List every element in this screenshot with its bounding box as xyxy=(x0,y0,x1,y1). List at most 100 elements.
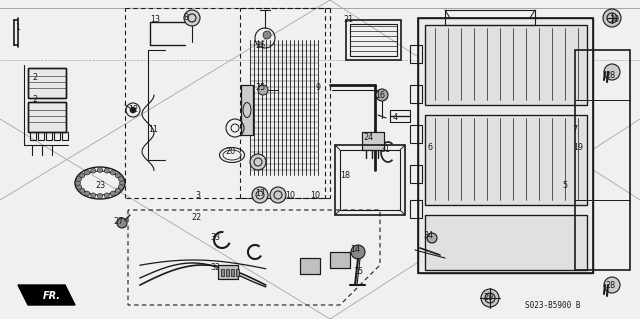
Circle shape xyxy=(115,173,120,178)
Text: 13: 13 xyxy=(150,16,160,25)
Circle shape xyxy=(604,64,620,80)
Bar xyxy=(28,102,66,132)
Polygon shape xyxy=(18,285,75,305)
Circle shape xyxy=(427,233,437,243)
Text: FR.: FR. xyxy=(43,291,61,301)
Circle shape xyxy=(76,181,81,186)
Bar xyxy=(330,252,350,268)
Circle shape xyxy=(263,31,271,39)
Circle shape xyxy=(80,188,84,193)
Circle shape xyxy=(115,188,120,193)
Bar xyxy=(300,258,320,274)
Text: 1: 1 xyxy=(15,24,20,33)
Text: 4: 4 xyxy=(392,114,397,122)
Circle shape xyxy=(376,89,388,101)
Bar xyxy=(425,25,587,105)
Circle shape xyxy=(77,176,81,182)
Text: 22: 22 xyxy=(191,213,201,222)
Bar xyxy=(410,125,422,143)
Text: 8: 8 xyxy=(184,13,189,23)
Bar xyxy=(425,115,587,205)
Text: 30: 30 xyxy=(609,16,619,25)
Circle shape xyxy=(117,218,127,228)
Bar xyxy=(425,115,587,205)
Bar xyxy=(410,165,422,183)
Bar xyxy=(418,18,593,273)
Text: 33: 33 xyxy=(210,234,220,242)
Circle shape xyxy=(270,187,286,203)
Circle shape xyxy=(91,168,96,173)
Circle shape xyxy=(130,107,136,113)
Circle shape xyxy=(604,277,620,293)
Circle shape xyxy=(111,191,115,196)
Circle shape xyxy=(84,170,90,175)
Text: 24: 24 xyxy=(363,133,373,143)
Bar xyxy=(241,85,253,135)
Circle shape xyxy=(120,181,125,186)
Bar xyxy=(226,269,229,276)
Text: 31: 31 xyxy=(380,145,390,154)
Circle shape xyxy=(252,187,268,203)
Circle shape xyxy=(603,9,621,27)
Circle shape xyxy=(104,168,109,173)
Text: 32: 32 xyxy=(210,263,220,272)
Bar xyxy=(300,258,320,274)
Text: 27: 27 xyxy=(113,218,123,226)
Bar xyxy=(445,10,535,25)
Bar xyxy=(362,132,384,150)
Bar xyxy=(241,85,253,135)
Text: 28: 28 xyxy=(605,70,615,79)
Circle shape xyxy=(184,10,200,26)
Bar xyxy=(28,68,66,98)
Text: 10: 10 xyxy=(310,190,320,199)
Bar xyxy=(346,20,401,60)
Text: 21: 21 xyxy=(343,16,353,25)
Bar xyxy=(362,132,384,150)
Text: 9: 9 xyxy=(316,84,321,93)
Text: 18: 18 xyxy=(340,170,350,180)
Text: 17: 17 xyxy=(255,189,265,197)
Bar xyxy=(28,68,66,98)
Bar xyxy=(62,132,68,140)
Text: 12: 12 xyxy=(128,106,138,115)
Circle shape xyxy=(97,194,102,198)
Circle shape xyxy=(481,289,499,307)
Bar xyxy=(390,110,410,122)
Text: 11: 11 xyxy=(148,125,158,135)
Bar xyxy=(38,132,44,140)
Circle shape xyxy=(84,191,90,196)
Circle shape xyxy=(91,193,96,198)
Text: 15: 15 xyxy=(353,268,363,277)
Bar xyxy=(575,50,630,270)
Bar xyxy=(231,269,234,276)
Text: 3: 3 xyxy=(195,190,200,199)
Text: 2: 2 xyxy=(33,73,38,83)
Bar xyxy=(330,252,350,268)
Circle shape xyxy=(111,170,115,175)
Bar xyxy=(218,265,238,279)
Bar xyxy=(46,132,52,140)
Circle shape xyxy=(258,85,268,95)
Circle shape xyxy=(104,193,109,198)
Circle shape xyxy=(118,184,124,189)
Text: 16: 16 xyxy=(375,92,385,100)
Bar xyxy=(425,215,587,270)
Text: 25: 25 xyxy=(256,84,266,93)
Circle shape xyxy=(250,154,266,170)
Text: 23: 23 xyxy=(95,181,105,189)
Text: 5: 5 xyxy=(563,181,568,189)
Bar xyxy=(350,24,397,56)
Text: S023-B5900 B: S023-B5900 B xyxy=(525,301,580,310)
Circle shape xyxy=(97,167,102,173)
Bar xyxy=(410,45,422,63)
Circle shape xyxy=(80,173,84,178)
Bar xyxy=(410,200,422,218)
Bar xyxy=(410,85,422,103)
Bar xyxy=(236,269,239,276)
Bar xyxy=(30,132,36,140)
Bar xyxy=(221,269,224,276)
Text: 7: 7 xyxy=(572,125,577,135)
Text: 20: 20 xyxy=(225,147,235,157)
Text: 10: 10 xyxy=(285,190,295,199)
Text: 29: 29 xyxy=(483,293,493,301)
